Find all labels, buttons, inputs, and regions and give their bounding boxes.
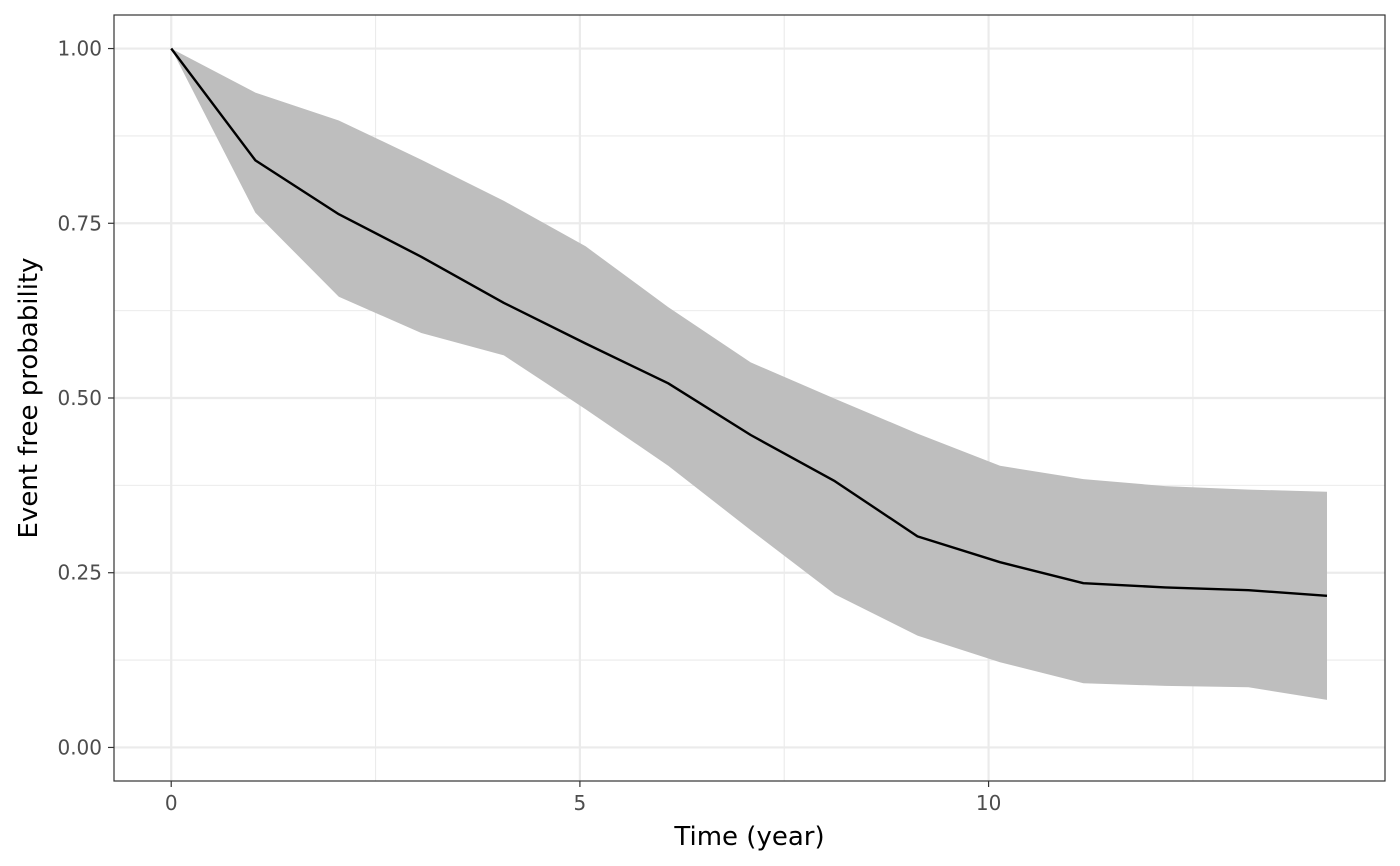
y-tick-label: 0.50 [57,386,102,410]
x-tick-label: 5 [574,791,587,815]
y-tick-label: 0.00 [57,735,102,759]
y-tick-label: 0.25 [57,561,102,585]
x-axis-ticks: 0 5 10 [165,781,1001,815]
x-tick-label: 10 [976,791,1001,815]
x-axis-title: Time (year) [673,822,824,852]
x-tick-label: 0 [165,791,178,815]
y-axis-title: Event free probability [14,258,44,539]
y-axis-ticks: 0.00 0.25 0.50 0.75 1.00 [57,37,114,759]
confidence-band [171,48,1328,700]
y-tick-label: 0.75 [57,211,102,235]
y-tick-label: 1.00 [57,37,102,61]
survival-curve [170,47,1328,597]
